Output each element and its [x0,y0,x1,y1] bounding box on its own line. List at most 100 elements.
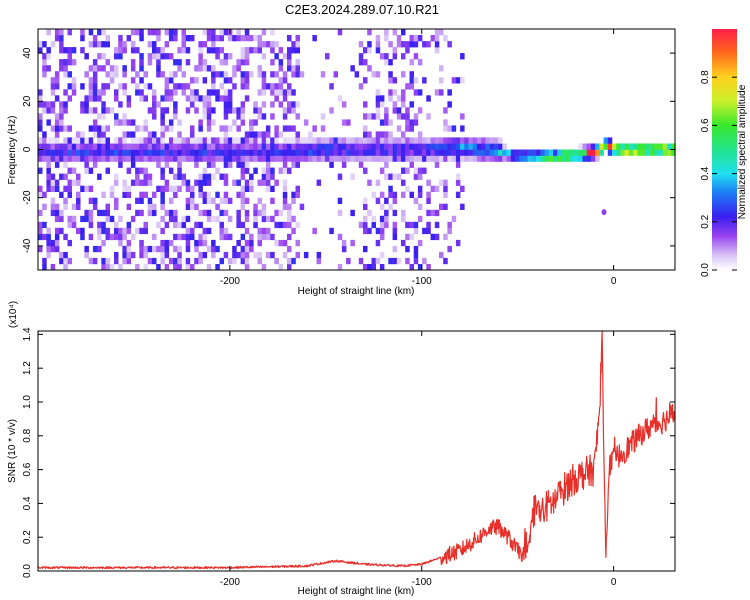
heatmap-cell [666,149,672,156]
heatmap-cell [54,155,60,162]
heatmap-cell [206,101,212,108]
heatmap-cell [316,149,322,156]
heatmap-cell [591,143,596,150]
heatmap-cell [493,137,499,144]
heatmap-cell [371,257,376,265]
colorbar-tick-label: 0.6 [700,118,711,132]
heatmap-cell [198,119,203,126]
heatmap-cell [101,137,106,144]
heatmap-cell [143,143,148,150]
heatmap-cell [84,209,89,217]
heatmap-cell [405,119,410,126]
heatmap-cell [295,41,300,48]
heatmap-cell [371,155,376,162]
heatmap-cell [177,47,182,54]
heatmap-cell [130,41,136,48]
heatmap-cell [612,149,617,156]
heatmap-cell [274,221,279,229]
heatmap-cell [126,251,132,259]
heatmap-cell [451,77,457,84]
heatmap-cell [198,125,203,132]
heatmap-cell [130,47,136,54]
heatmap-cell [371,215,376,223]
heatmap-cell [392,173,398,180]
heatmap-cell [177,264,182,271]
heatmap-cell [375,239,381,247]
heatmap-cell [185,83,191,90]
heatmap-cell [257,113,262,120]
heatmap-cell [270,197,275,204]
heatmap-cell [236,209,241,217]
heatmap-cell [59,227,64,235]
heatmap-cell [101,143,106,150]
heatmap-cell [392,101,398,108]
heatmap-cell [92,197,98,204]
heatmap-cell [164,264,170,271]
heatmap-cell [249,233,254,241]
heatmap-cell [460,77,465,84]
heatmap-cell [84,107,89,114]
heatmap-cell [270,185,275,192]
heatmap-cell [375,227,381,235]
heatmap-cell [236,239,241,247]
heatmap-cell [84,161,89,168]
heatmap-cell [152,245,157,253]
heatmap-cell [363,203,368,210]
heatmap-cell [101,221,106,229]
heatmap-cell [105,155,110,162]
heatmap-cell [401,41,406,48]
heatmap-cell [168,215,174,223]
heatmap-cell [139,239,144,247]
heatmap-cell [46,53,51,60]
heatmap-cell [71,179,77,186]
heatmap-cell [190,89,195,96]
heatmap-cell [198,41,203,48]
heatmap-cell [122,71,127,78]
heatmap-cell [173,173,178,180]
heatmap-cell [249,245,254,253]
heatmap-cell [227,143,233,150]
heatmap-cell [130,29,136,36]
heatmap-cell [363,47,368,54]
heatmap-cell [114,179,119,186]
heatmap-cell [118,161,123,168]
heatmap-cell [417,215,423,223]
heatmap-cell [190,131,195,138]
heatmap-cell [147,53,153,60]
heatmap-cell [114,143,119,150]
heatmap-cell [101,227,106,235]
heatmap-cell [384,107,389,114]
heatmap-cell [434,47,440,54]
heatmap-cell [88,125,94,132]
heatmap-cell [472,149,478,156]
heatmap-cell [160,167,165,174]
heatmap-cell [658,149,663,156]
heatmap-cell [270,143,275,150]
heatmap-cell [333,137,338,144]
heatmap-cell [97,149,102,156]
heatmap-cell [295,137,300,144]
heatmap-cell [160,113,165,120]
heatmap-cell [413,35,419,42]
heatmap-cell [211,161,216,168]
heatmap-cell [97,125,102,132]
heatmap-cell [413,257,419,265]
heatmap-cell [46,173,51,180]
heatmap-cell [202,41,208,48]
heatmap-cell [291,215,296,223]
heatmap-cell [160,95,165,102]
heatmap-cell [38,245,43,253]
heatmap-cell [232,71,237,78]
heatmap-cell [510,149,516,156]
heatmap-cell [109,155,115,162]
heatmap-cell [291,41,296,48]
heatmap-cell [190,155,195,162]
heatmap-cell [282,89,288,96]
heatmap-cell [624,149,630,156]
heatmap-cell [291,197,296,204]
heatmap-cell [270,113,275,120]
heatmap-cell [122,227,127,235]
heatmap-cell [105,143,110,150]
heatmap-cell [80,185,85,192]
heatmap-cell [244,245,250,253]
